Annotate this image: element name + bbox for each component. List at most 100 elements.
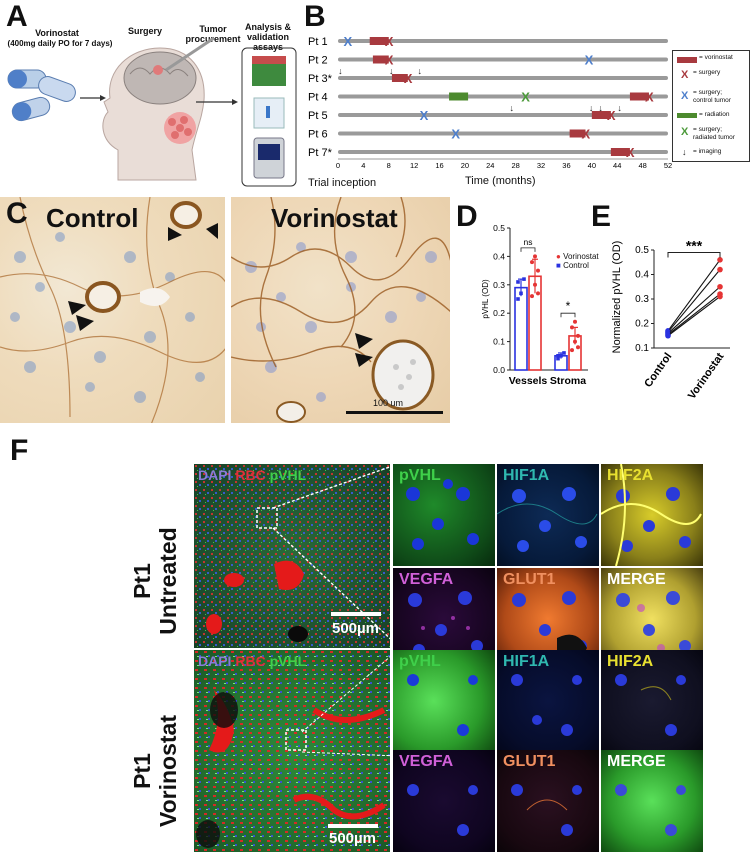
y-tick-label: 0.2 — [493, 308, 505, 318]
vorinostat-bar — [391, 74, 408, 82]
data-point — [556, 354, 560, 358]
row1-side-label: Pt1 Untreated — [120, 475, 190, 645]
tile-label: GLUT1 — [503, 571, 556, 588]
tile-label: VEGFA — [399, 753, 454, 770]
y-tick-label: 0.0 — [493, 365, 505, 375]
arrowhead-icon — [76, 315, 94, 331]
tile-vorinostat-hif2a: HIF2A — [601, 650, 703, 752]
tile-untreated-hif2a: HIF2A — [601, 464, 703, 566]
imaging-marker: ↓ — [617, 103, 622, 113]
x-tick-label: 52 — [664, 161, 672, 170]
scale-bar-label: 500µm — [329, 830, 377, 847]
legend-vorinostat: = vorinostat — [699, 54, 733, 61]
pair-line — [667, 286, 721, 334]
ihc-vorinostat-image: Vorinostat 100 um — [231, 197, 450, 423]
scanner-icon — [253, 137, 285, 179]
legend-radiation: = radiation — [699, 111, 730, 118]
overview-label: DAPI RBC pVHL — [198, 467, 306, 483]
x-tick-label: 12 — [410, 161, 418, 170]
legend-surgery: = surgery — [693, 69, 721, 76]
surgery-marker: X — [626, 145, 635, 160]
drug-label-2: (400mg daily PO for 7 days) — [7, 39, 113, 48]
panel-label-c: C — [6, 197, 28, 230]
y-tick-label: 0.4 — [635, 270, 649, 281]
data-point — [533, 282, 537, 287]
category-label: Vorinostat — [686, 351, 727, 402]
radiation-legend-swatch — [677, 113, 697, 118]
x-tick-label: 4 — [361, 161, 365, 170]
vorinostat-bar — [369, 37, 389, 45]
patient-track — [338, 113, 668, 117]
scale-bar — [328, 824, 378, 828]
legend-radiated-2: radiated tumor — [693, 134, 735, 141]
vorinostat-title: Vorinostat — [271, 203, 398, 233]
category-label: Stroma — [550, 375, 586, 387]
patient-track — [338, 131, 668, 136]
analysis-label-1: Analysis & — [244, 22, 292, 32]
data-point — [536, 291, 540, 296]
arrowhead-icon — [206, 223, 218, 239]
y-tick-label: 0.1 — [635, 343, 649, 354]
surgery-marker: X — [645, 90, 654, 105]
panel-label-a: A — [6, 0, 28, 33]
vorinostat-bar — [372, 55, 389, 64]
data-point — [530, 294, 534, 299]
row2-label-bottom: Vorinostat — [155, 714, 181, 828]
x-tick-label: 0 — [336, 161, 340, 170]
imaging-marker: ↓ — [510, 103, 515, 113]
arrowhead-icon — [355, 333, 373, 349]
significance-label: * — [566, 299, 571, 313]
bar-chart-d: 0.0 0.1 0.2 0.3 0.4 0.5 pVHL (OD) Vessels Stroma… — [481, 223, 588, 387]
pair-line — [667, 259, 721, 332]
y-tick-label: 0.2 — [635, 319, 649, 330]
data-point — [516, 280, 520, 284]
arrowhead-icon — [168, 227, 182, 241]
x-tick-label: 32 — [537, 161, 545, 170]
x-tick-label: 24 — [486, 161, 494, 170]
y-tick-label: 0.3 — [635, 294, 649, 305]
y-tick-label: 0.1 — [493, 337, 505, 347]
lab-device-icon — [252, 56, 286, 86]
row2-label-top: Pt1 — [129, 753, 155, 789]
slide-icon — [253, 97, 285, 129]
vorinostat-bar — [629, 92, 649, 101]
data-point — [573, 319, 577, 324]
workflow-illustration — [7, 36, 297, 187]
patient-track — [338, 76, 668, 80]
data-point — [556, 356, 560, 361]
scale-bar-label: 500µm — [332, 620, 380, 637]
imaging-marker: ↓ — [418, 66, 423, 76]
dapi-label: DAPI — [198, 467, 232, 483]
vorinostat-point — [717, 257, 723, 263]
tile-label: VEGFA — [399, 571, 454, 588]
pair-line — [667, 293, 721, 335]
patient-track — [338, 150, 668, 154]
pair-line — [667, 269, 721, 333]
y-tick-label: 0.3 — [493, 280, 505, 290]
significance-label: *** — [686, 237, 703, 253]
imaging-marker: ↓ — [589, 103, 594, 113]
rbc-label: RBC — [235, 467, 266, 483]
radiated-surgery-marker: X — [521, 90, 530, 105]
data-point — [533, 254, 537, 259]
x-tick-label: 28 — [512, 161, 520, 170]
significance-bracket — [560, 312, 576, 318]
timeline-legend: X X X ↓ = vorinostat = surgery = surgery… — [672, 50, 750, 162]
tile-untreated-hif1a: HIF1A — [497, 464, 599, 566]
vorinostat-bar — [591, 111, 611, 119]
pvhl-label: pVHL — [269, 653, 307, 669]
y-axis-label: pVHL (OD) — [481, 279, 490, 319]
zoom-box — [285, 729, 307, 751]
data-point — [522, 277, 526, 281]
overview-label: DAPI RBC pVHL — [198, 653, 306, 669]
data-point — [573, 339, 577, 344]
data-point — [519, 291, 523, 296]
radiated-surgery-legend-icon: X — [681, 126, 689, 138]
legend-imaging: = imaging — [693, 148, 722, 155]
y-tick-label: 0.5 — [635, 245, 649, 256]
vorinostat-point — [717, 293, 723, 300]
vorinostat-point — [717, 283, 723, 290]
arrowhead-icon — [68, 301, 86, 315]
if-overview-untreated: DAPI RBC pVHL 500µm — [194, 464, 390, 648]
vorinostat-legend-swatch — [677, 57, 697, 63]
